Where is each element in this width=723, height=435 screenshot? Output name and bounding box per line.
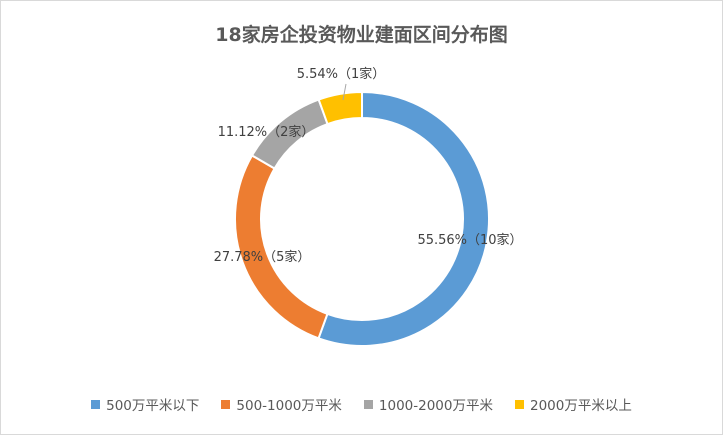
data-label-1000-2000: 11.12%（2家）: [218, 124, 315, 140]
legend-item-500-1000: 500-1000万平米: [221, 394, 342, 414]
slice-below-500: [317, 90, 490, 347]
leader-line-above-2000: [342, 83, 347, 101]
legend-swatch: [221, 399, 231, 409]
slice-above-2000: [317, 90, 363, 126]
data-label-below-500: 55.56%（10家）: [417, 232, 522, 248]
slice-500-1000: [234, 154, 329, 340]
legend-label: 2000万平米以上: [530, 398, 632, 414]
data-label-above-2000: 5.54%（1家）: [297, 66, 386, 82]
legend-label: 500万平米以下: [106, 398, 200, 414]
legend: 500万平米以下 500-1000万平米 1000-2000万平米 2000万平米以上: [0, 394, 723, 414]
legend-item-below-500: 500万平米以下: [91, 394, 199, 414]
legend-item-above-2000: 2000万平米以上: [515, 394, 632, 414]
legend-swatch: [363, 399, 373, 409]
chart-title: 18家房企投资物业建面区间分布图: [215, 24, 508, 46]
legend-swatch: [515, 399, 524, 409]
legend-label: 500-1000万平米: [236, 398, 342, 414]
legend-item-1000-2000: 1000-2000万平米: [363, 394, 493, 414]
legend-swatch: [91, 399, 101, 409]
data-label-500-1000: 27.78%（5家）: [214, 249, 311, 265]
legend-label: 1000-2000万平米: [378, 398, 493, 414]
